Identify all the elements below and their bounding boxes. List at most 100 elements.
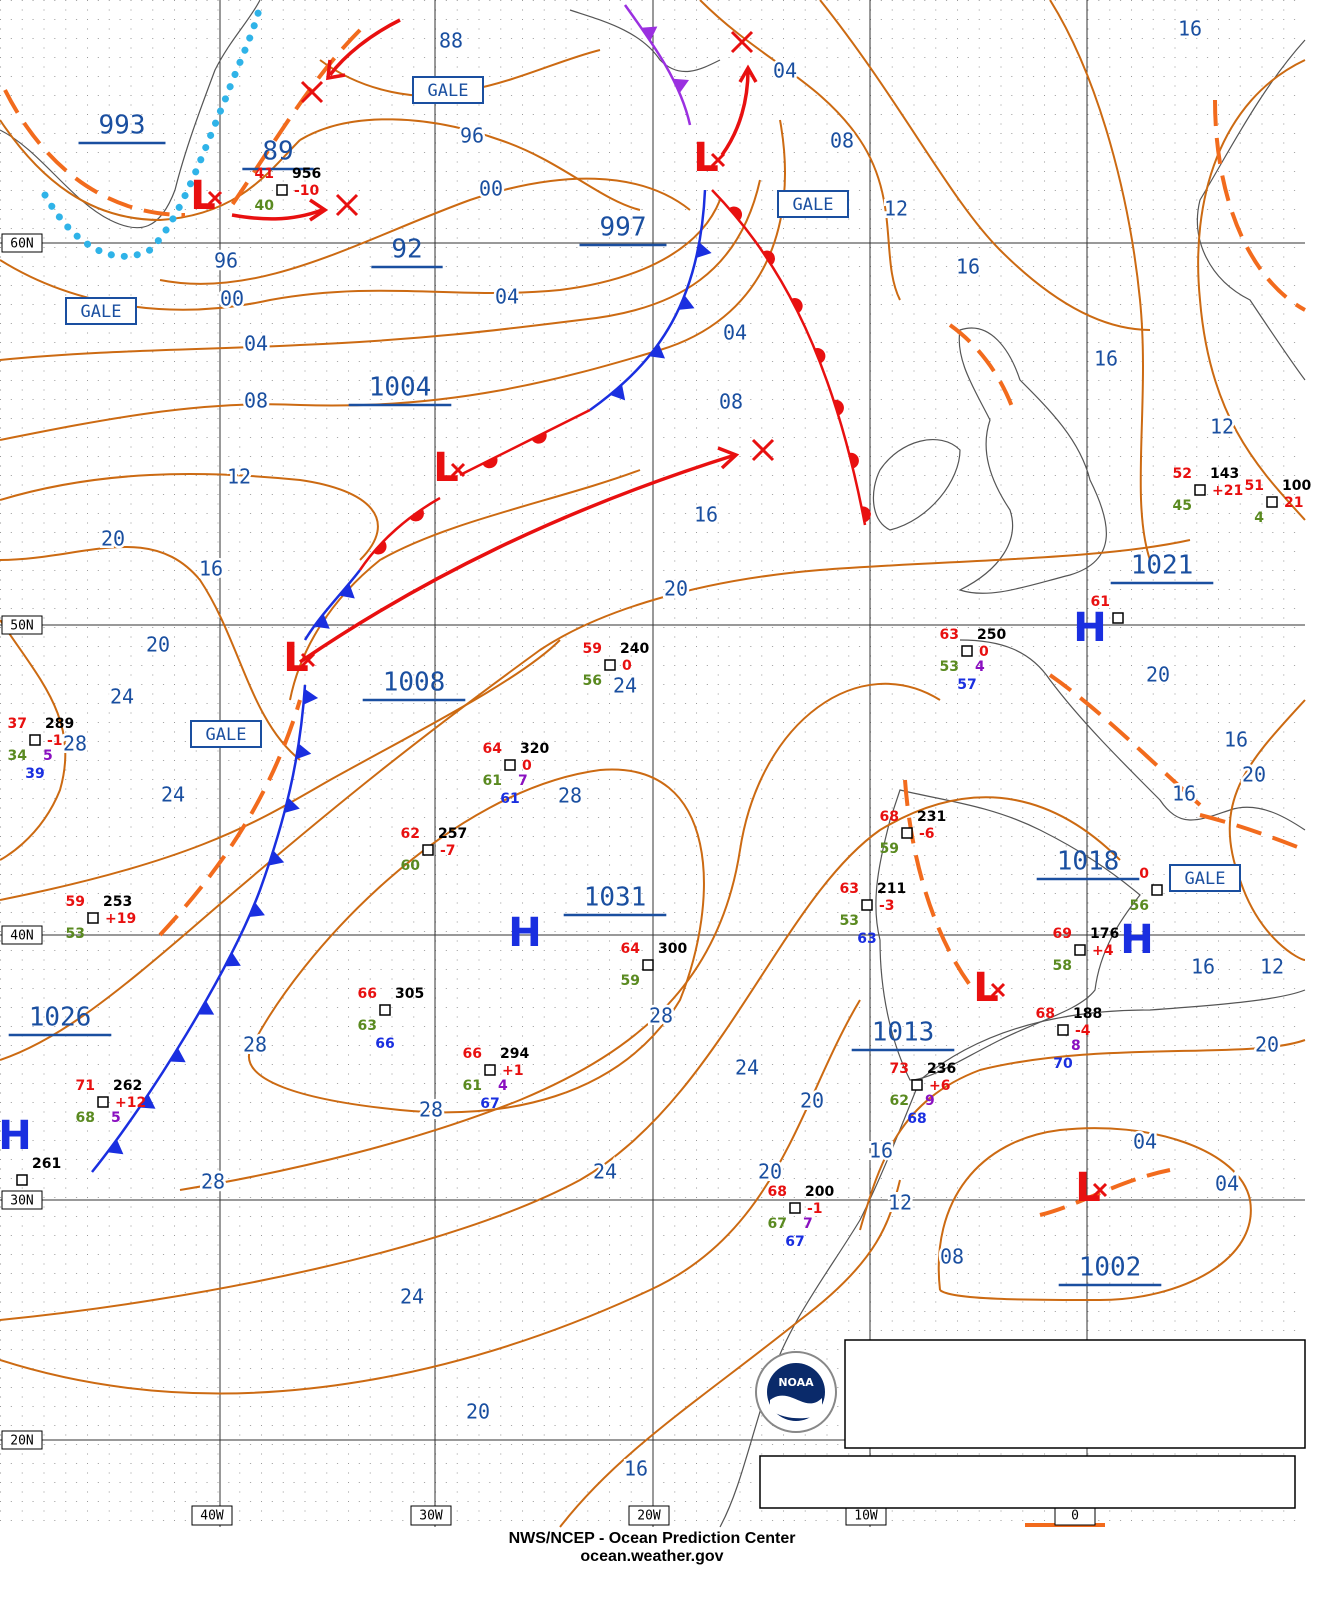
cold-front-pip xyxy=(338,583,355,599)
warm-front-pip xyxy=(833,399,844,416)
warm-front-pip xyxy=(791,298,803,314)
isobar-label: 16 xyxy=(1224,728,1248,752)
central-pressure: 1004 xyxy=(369,373,432,403)
station-t: 66 xyxy=(463,1046,482,1062)
lat-label: 40N xyxy=(10,929,33,944)
warning-box xyxy=(777,190,849,218)
isobar-label: 04 xyxy=(723,321,747,345)
central-pressure: 1013 xyxy=(872,1018,935,1048)
station-t: 64 xyxy=(621,941,641,957)
station-b: 57 xyxy=(957,677,976,693)
station-marker xyxy=(29,734,41,746)
station-tend: +19 xyxy=(105,911,136,927)
station-marker xyxy=(16,1174,28,1186)
isobar-label: 04 xyxy=(1133,1130,1157,1154)
station-p: 143 xyxy=(1210,466,1239,482)
isobar-label: 08 xyxy=(940,1245,964,1269)
footer-url: ocean.weather.gov xyxy=(580,1548,723,1565)
station-marker xyxy=(422,844,434,856)
lat-label: 60N xyxy=(10,237,33,252)
isobar-label: 20 xyxy=(466,1400,490,1424)
cold-front-pip xyxy=(648,343,666,359)
low-center-x xyxy=(207,190,223,206)
central-pressure: 1008 xyxy=(383,668,446,698)
warning-box xyxy=(1169,864,1241,892)
station-tend: +12 xyxy=(115,1095,146,1111)
station-tend: 0 xyxy=(622,658,632,674)
station-p: 261 xyxy=(32,1156,61,1172)
isobar-label: 28 xyxy=(201,1170,225,1194)
station-d: 45 xyxy=(1173,498,1192,514)
lat-label-box xyxy=(1,925,43,945)
station-p: 305 xyxy=(395,986,424,1002)
station-d: 61 xyxy=(483,773,502,789)
cold-front-pip xyxy=(139,1094,156,1109)
isobar-label: 08 xyxy=(719,390,743,414)
station-d: 63 xyxy=(358,1018,377,1034)
station-p: 257 xyxy=(438,826,467,842)
warning-label: GALE xyxy=(793,195,834,215)
isobar-label: 00 xyxy=(220,287,244,311)
station-marker xyxy=(504,759,516,771)
station-b: 67 xyxy=(480,1096,499,1112)
lon-label-box xyxy=(191,1505,233,1526)
isobar-label: 20 xyxy=(101,527,125,551)
station-d: 59 xyxy=(621,973,640,989)
station-t: 37 xyxy=(8,716,27,732)
lat-label-box xyxy=(1,233,43,253)
station-tend: 21 xyxy=(1284,495,1303,511)
cold-front-pip xyxy=(296,743,312,760)
station-marker xyxy=(97,1096,109,1108)
station-t: 63 xyxy=(940,627,959,643)
station-d: 60 xyxy=(401,858,421,874)
logo-text: NOAA xyxy=(778,1376,814,1389)
station-marker xyxy=(379,1004,391,1016)
station-v: 7 xyxy=(518,773,528,789)
noaa-logo: NOAA xyxy=(755,1351,837,1433)
isobar-label: 16 xyxy=(624,1457,648,1481)
isobar-label: 28 xyxy=(558,784,582,808)
station-p: 320 xyxy=(520,741,549,757)
station-t: 51 xyxy=(1245,478,1264,494)
central-pressure: 1002 xyxy=(1079,1253,1142,1283)
station-t: 68 xyxy=(1036,1006,1055,1022)
station-marker xyxy=(861,899,873,911)
warning-box xyxy=(412,76,484,104)
station-marker xyxy=(1112,612,1124,624)
isobar-label: 96 xyxy=(460,124,484,148)
isobar-label: 96 xyxy=(214,249,238,273)
station-b: 68 xyxy=(907,1111,926,1127)
high-center: H xyxy=(1073,605,1106,651)
station-d: 34 xyxy=(8,748,28,764)
station-p: 100 xyxy=(1282,478,1311,494)
warm-front-pip xyxy=(482,456,498,469)
lat-label-box xyxy=(1,615,43,635)
station-tend: +4 xyxy=(1092,943,1114,959)
station-marker xyxy=(1074,944,1086,956)
troughs xyxy=(3,28,1306,1527)
station-tend: -7 xyxy=(440,843,456,859)
warm-front-pip xyxy=(848,452,859,469)
warning-box xyxy=(65,297,137,325)
lon-label: 10W xyxy=(854,1509,878,1524)
station-v: 4 xyxy=(975,659,985,675)
warning-label: GALE xyxy=(428,81,469,101)
isobar-label: 28 xyxy=(419,1098,443,1122)
cold-front-pip xyxy=(313,613,330,629)
station-d: 61 xyxy=(463,1078,482,1094)
isobar-label: 20 xyxy=(758,1160,782,1184)
station-p: 188 xyxy=(1073,1006,1102,1022)
station-b: 61 xyxy=(500,791,519,807)
warm-front-pip xyxy=(531,432,547,444)
cold-front-pip xyxy=(107,1139,124,1155)
station-v: 8 xyxy=(1071,1038,1081,1054)
lat-label-box xyxy=(1,1190,43,1210)
station-t: 59 xyxy=(66,894,85,910)
low-center-x xyxy=(300,652,316,668)
station-t: 0 xyxy=(1139,866,1149,882)
station-t: 73 xyxy=(890,1061,909,1077)
station-t: 66 xyxy=(358,986,377,1002)
station-tend: 0 xyxy=(979,644,989,660)
station-tend: 0 xyxy=(522,758,532,774)
